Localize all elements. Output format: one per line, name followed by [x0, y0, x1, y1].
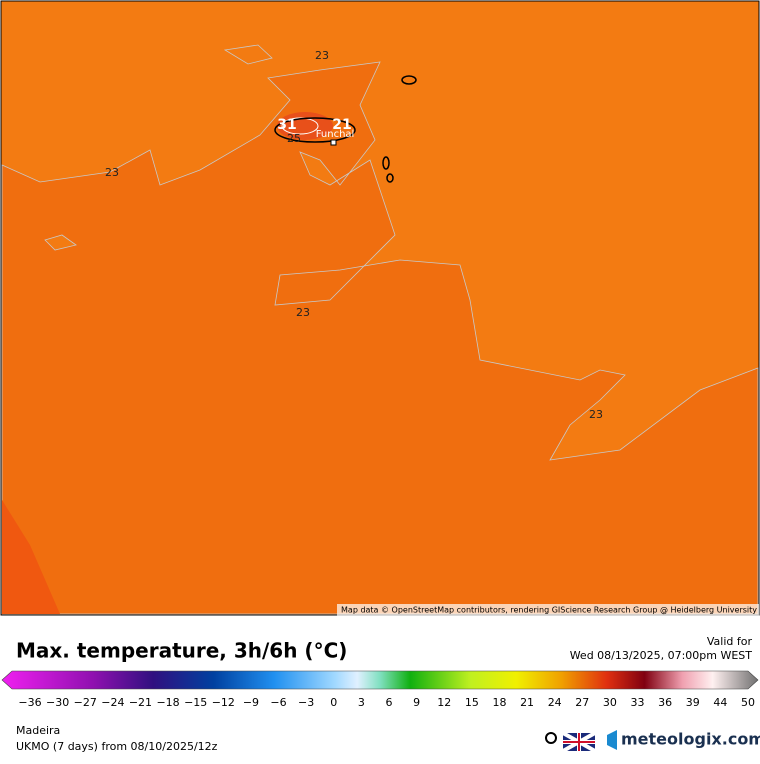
temp-region: [2, 500, 60, 614]
coastline: [382, 156, 390, 170]
colorbar-tick-label: −15: [184, 696, 207, 709]
colorbar-tick-label: 0: [330, 696, 337, 709]
colorbar-tick-label: 39: [686, 696, 700, 709]
colorbar-tick-label: −30: [46, 696, 69, 709]
colorbar-tick-label: −27: [74, 696, 97, 709]
colorbar-tick-label: 50: [741, 696, 755, 709]
coastline: [386, 173, 394, 183]
colorbar-tick-label: 15: [465, 696, 479, 709]
colorbar-tick-label: 21: [520, 696, 534, 709]
contour-label: 21: [332, 117, 351, 133]
colorbar-tick-label: 44: [713, 696, 727, 709]
contour: [281, 117, 319, 135]
place-label: Funchal: [316, 129, 355, 140]
temp-region: [223, 44, 273, 65]
colorbar-tick-label: 12: [437, 696, 451, 709]
contour-label: 23: [589, 408, 603, 421]
colorbar-tick-label: 36: [658, 696, 672, 709]
valid-time: Wed 08/13/2025, 07:00pm WEST: [570, 649, 753, 662]
colorbar-tick-label: −21: [129, 696, 152, 709]
valid-label: Valid for: [707, 635, 753, 648]
coastline: [274, 117, 356, 143]
brand[interactable]: meteologix.com: [621, 730, 760, 749]
colorbar-tick-label: −6: [270, 696, 286, 709]
colorbar-tick-label: −3: [298, 696, 314, 709]
temp-region: [1, 61, 759, 615]
colorbar-tick-label: 24: [548, 696, 562, 709]
region: Madeira: [16, 724, 60, 737]
search-icon[interactable]: [545, 732, 557, 744]
colorbar-tick-label: −18: [156, 696, 179, 709]
attribution: Map data © OpenStreetMap contributors, r…: [341, 606, 757, 615]
colorbar: [1, 670, 759, 690]
lang-flag: [563, 733, 595, 751]
contour-label: 23: [315, 49, 329, 62]
colorbar-tick-label: 33: [631, 696, 645, 709]
colorbar-tick-label: −12: [212, 696, 235, 709]
model-run: UKMO (7 days) from 08/10/2025/12z: [16, 740, 218, 753]
legend-title: Max. temperature, 3h/6h (°C): [16, 639, 347, 663]
attribution-bg: [337, 604, 759, 616]
colorbar-tick-label: 3: [358, 696, 365, 709]
contour-label: 25: [287, 132, 301, 145]
colorbar-tick-label: −9: [243, 696, 259, 709]
map: Funchal Map data © OpenStreetMap contrib…: [0, 0, 760, 616]
contour-label: 23: [105, 166, 119, 179]
coastline: [401, 75, 417, 85]
contour-label: 23: [296, 306, 310, 319]
city-marker: [330, 139, 337, 146]
colorbar-tick-label: 6: [386, 696, 393, 709]
colorbar-tick-label: 9: [413, 696, 420, 709]
temp-region: [44, 234, 77, 251]
contour-label: 31: [277, 117, 296, 133]
colorbar-tick-label: 30: [603, 696, 617, 709]
colorbar-tick-label: 27: [575, 696, 589, 709]
brand-logo: [607, 730, 617, 750]
colorbar-tick-label: 18: [492, 696, 506, 709]
colorbar-tick-label: −36: [18, 696, 41, 709]
colorbar-tick-label: −24: [101, 696, 124, 709]
